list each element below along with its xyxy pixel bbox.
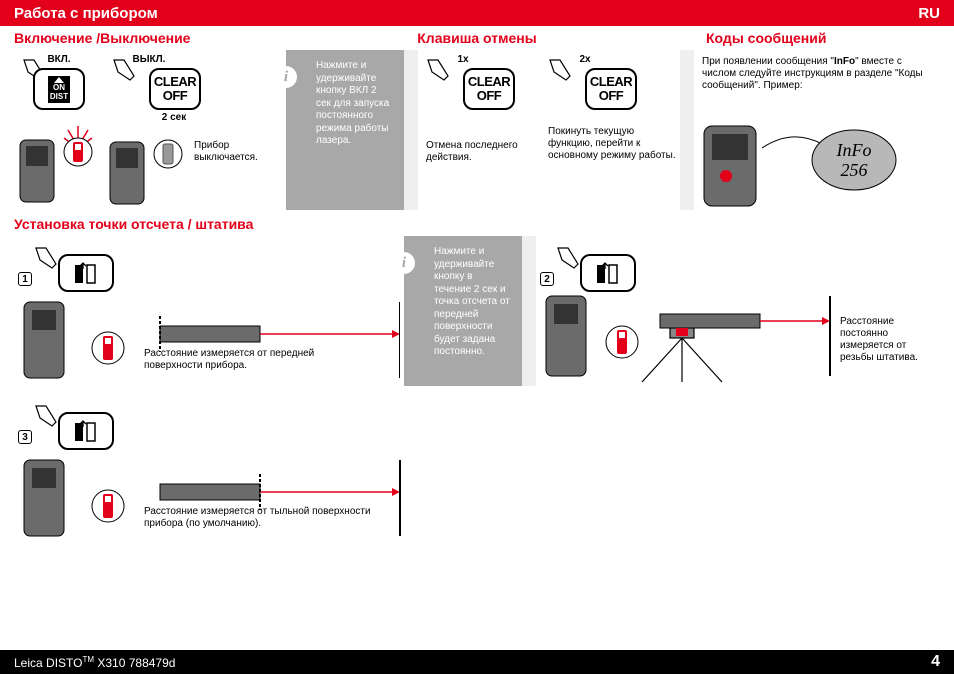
key-ref-rear (58, 412, 114, 450)
info-ref: i Нажмите и удерживайте кнопку в течение… (404, 236, 522, 386)
panel-ref-step1: 1 Расстояние измеряется от передней пове… (14, 236, 404, 386)
label-2sec: 2 сек (149, 112, 199, 124)
hand-icon (112, 58, 142, 84)
text-codes: При появлении сообщения "InFo" вместе с … (702, 56, 932, 92)
row3-band: 3 Расстояние измеряется от тыльной повер… (14, 394, 408, 544)
heading-clear: Клавиша отмены (417, 30, 706, 46)
text-1x: Отмена последнего действия. (426, 140, 536, 164)
footer-product: Leica DISTOTM X310 788479d (14, 655, 175, 670)
key-ref-tripod (580, 254, 636, 292)
footer-bar: Leica DISTOTM X310 788479d 4 (0, 650, 954, 674)
svg-text:InFo: InFo (836, 140, 872, 160)
svg-text:256: 256 (841, 160, 868, 180)
hand-icon (548, 58, 578, 84)
row2-band: 1 Расстояние измеряется от передней пове… (14, 236, 940, 386)
row1-band: ВКЛ. ON DIST ВЫКЛ. CLEAR OFF (14, 50, 940, 210)
hand-icon (426, 58, 456, 84)
heading-onoff: Включение /Выключение (14, 30, 417, 46)
panel-off: ВЫКЛ. CLEAR OFF 2 сек Прибор выключается… (104, 50, 286, 210)
header-title: Работа с прибором (14, 5, 158, 22)
key-clear-2x: CLEAR OFF (585, 68, 637, 110)
key-clear-1x: CLEAR OFF (463, 68, 515, 110)
panel-ref-step3: 3 Расстояние измеряется от тыльной повер… (14, 394, 408, 544)
text-step2: Расстояние постоянно измеряется от резьб… (840, 316, 936, 364)
heading-reference: Установка точки отсчета / штатива (14, 216, 940, 232)
text-step3: Расстояние измеряется от тыльной поверхн… (144, 506, 394, 530)
panel-clear-1x: 1x CLEAR OFF Отмена последнего действия. (418, 50, 540, 210)
panel-on: ВКЛ. ON DIST (14, 50, 104, 210)
header-lang: RU (918, 5, 940, 22)
device-off-illustration (108, 128, 190, 208)
text-off: Прибор выключается. (194, 140, 282, 164)
info-laser: i Нажмите и удерживайте кнопку ВКЛ 2 сек… (286, 50, 404, 210)
header-bar: Работа с прибором RU (0, 0, 954, 26)
text-step1: Расстояние измеряется от передней поверх… (144, 348, 374, 372)
footer-page: 4 (931, 653, 940, 671)
panel-clear-2x: 2x CLEAR OFF Покинуть текущую функцию, п… (540, 50, 680, 210)
step-number-1: 1 (18, 272, 32, 286)
heading-codes: Коды сообщений (706, 30, 940, 46)
device-info-illustration: InFo 256 (702, 118, 932, 208)
device-on-illustration (18, 122, 100, 206)
key-on-dist: ON DIST (33, 68, 85, 110)
panel-ref-step2: 2 Расстояние постоянно измеряется от рез… (536, 236, 940, 386)
key-clear-off: CLEAR OFF (149, 68, 201, 110)
info-icon: i (275, 66, 297, 88)
step-number-3: 3 (18, 430, 32, 444)
key-ref-front (58, 254, 114, 292)
info-icon: i (393, 252, 415, 274)
panel-codes: При появлении сообщения "InFo" вместе с … (694, 50, 940, 210)
text-2x: Покинуть текущую функцию, перейти к осно… (548, 126, 676, 162)
step-number-2: 2 (540, 272, 554, 286)
